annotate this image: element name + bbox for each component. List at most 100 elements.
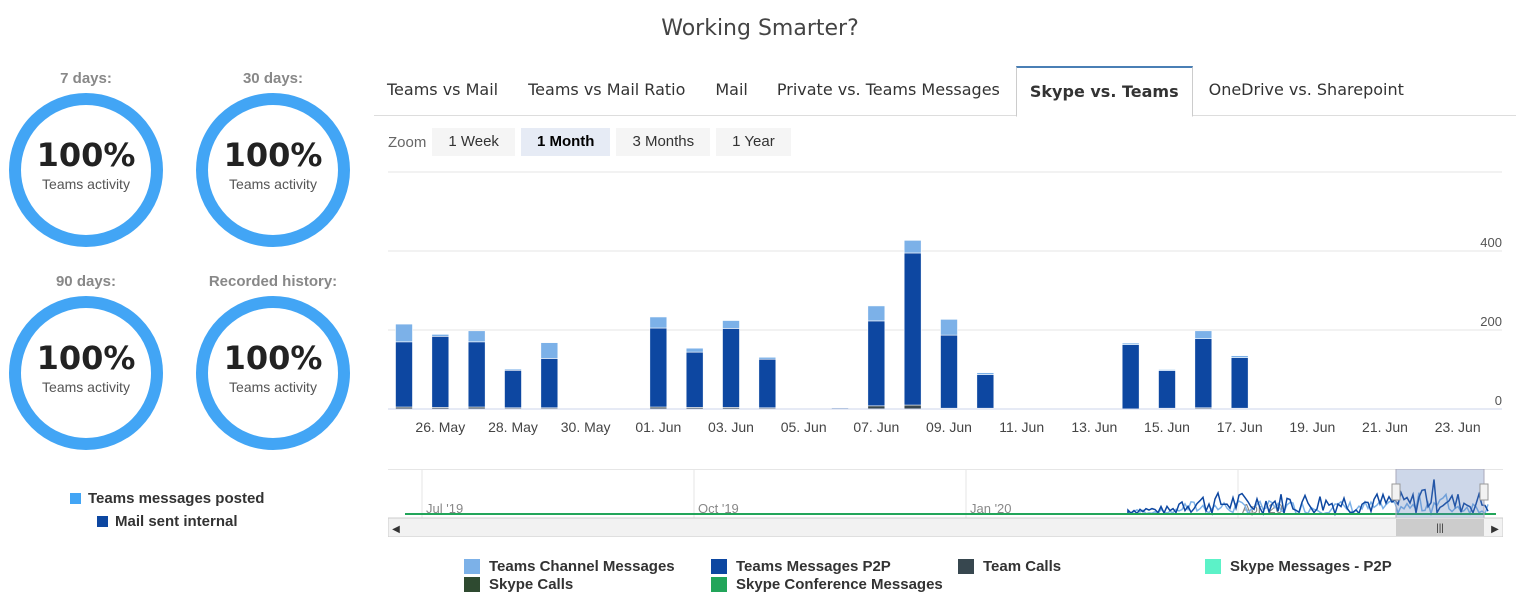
- donut-ring: 100% Teams activity: [195, 92, 351, 248]
- donut-ring: 100% Teams activity: [8, 295, 164, 451]
- bar-segment: [467, 330, 486, 343]
- donut-label: 90 days:: [55, 273, 117, 290]
- legend-label: Skype Messages - P2P: [1230, 557, 1392, 575]
- y-axis: 0 200 400: [1480, 235, 1502, 408]
- page-title: Working Smarter?: [661, 16, 859, 41]
- bar-segment: [395, 341, 413, 408]
- zoom-1-week-button[interactable]: 1 Week: [432, 128, 515, 156]
- scrollbar-thumb: [1396, 519, 1484, 536]
- navigator-tick-label: Jan '20: [970, 501, 1012, 516]
- bar-segment: [940, 319, 958, 336]
- legend-item[interactable]: Teams Channel Messages: [464, 557, 675, 575]
- bar-segment: [1121, 344, 1140, 410]
- x-tick-label: 01. Jun: [635, 419, 681, 435]
- donut-ring: 100% Teams activity: [8, 92, 164, 248]
- donut-90-days: 90 days: 100% Teams activity: [1, 273, 171, 451]
- x-tick-label: 17. Jun: [1217, 419, 1263, 435]
- range-navigator[interactable]: Jul '19 Oct '19 Jan '20 Apr '20 ◀ ▶ |||: [388, 469, 1503, 537]
- legend-swatch: [70, 493, 81, 504]
- bar-segment: [540, 342, 559, 359]
- legend-swatch: [711, 576, 727, 592]
- legend-item[interactable]: Teams Messages P2P: [711, 557, 891, 575]
- scrollbar-right-arrow: ▶: [1491, 524, 1499, 535]
- x-tick-label: 07. Jun: [853, 419, 899, 435]
- bar-segment: [1158, 369, 1176, 371]
- x-tick-label: 13. Jun: [1071, 419, 1117, 435]
- legend-swatch: [464, 576, 480, 592]
- navigator-handle-right: [1479, 483, 1489, 501]
- bar-segment: [940, 334, 958, 409]
- bar-segment: [467, 341, 486, 408]
- navigator-scrollbar: [388, 517, 1503, 537]
- donut-legend-item[interactable]: Teams messages posted: [0, 487, 340, 510]
- donut-sublabel: Teams activity: [229, 176, 317, 192]
- bar-segment: [1194, 330, 1213, 339]
- legend-label: Teams Channel Messages: [489, 557, 675, 575]
- zoom-1-month-button[interactable]: 1 Month: [520, 128, 611, 156]
- bar-segment: [903, 252, 922, 406]
- bar-segment: [649, 327, 668, 408]
- bar-segment: [649, 316, 668, 329]
- donut-7-days: 7 days: 100% Teams activity: [1, 70, 171, 248]
- legend-item[interactable]: Skype Conference Messages: [711, 575, 943, 593]
- donut-percentage: 100%: [36, 339, 136, 377]
- bar-segment: [685, 351, 704, 408]
- donut-label: 30 days:: [242, 70, 304, 87]
- donut-ring: 100% Teams activity: [195, 295, 351, 451]
- tab-mail[interactable]: Mail: [715, 80, 748, 99]
- bar-segment: [1230, 355, 1249, 358]
- bar-segment: [867, 320, 886, 407]
- bar-segment: [976, 372, 995, 375]
- bar-segment: [431, 334, 450, 337]
- zoom-1-year-button[interactable]: 1 Year: [716, 128, 791, 156]
- x-tick-label: 30. May: [561, 419, 611, 435]
- chart-legend: Teams Channel Messages Teams Messages P2…: [0, 556, 1520, 613]
- donut-legend-item[interactable]: Mail sent internal: [0, 510, 340, 533]
- bar-segment: [867, 305, 886, 322]
- donut-legend: Teams messages posted Mail sent internal: [0, 487, 340, 533]
- donut-label: 7 days:: [60, 70, 112, 87]
- zoom-3-months-button[interactable]: 3 Months: [616, 128, 711, 156]
- donut-sublabel: Teams activity: [42, 379, 130, 395]
- bar-segment: [431, 336, 450, 408]
- tab-onedrive-vs-sharepoint[interactable]: OneDrive vs. Sharepoint: [1208, 80, 1404, 99]
- legend-swatch: [1205, 558, 1221, 574]
- bar-segment: [685, 347, 704, 353]
- x-tick-label: 09. Jun: [926, 419, 972, 435]
- bar-segment: [1230, 357, 1249, 409]
- bar-segment: [976, 374, 995, 409]
- tab-teams-vs-mail-ratio[interactable]: Teams vs Mail Ratio: [528, 80, 686, 99]
- donut-sublabel: Teams activity: [42, 176, 130, 192]
- y-tick-label: 400: [1480, 235, 1502, 250]
- navigator-tick-label: Oct '19: [698, 501, 739, 516]
- bar-segment: [1194, 338, 1213, 409]
- tab-private-vs-teams-messages[interactable]: Private vs. Teams Messages: [776, 80, 1000, 99]
- legend-item[interactable]: Team Calls: [958, 557, 1061, 575]
- navigator-series-dark: [405, 479, 1489, 517]
- scrollbar-grip: |||: [1436, 523, 1444, 534]
- legend-item[interactable]: Skype Messages - P2P: [1205, 557, 1392, 575]
- navigator-handle-left: [1391, 483, 1401, 501]
- legend-label: Mail sent internal: [115, 513, 238, 530]
- legend-label: Teams messages posted: [88, 490, 265, 507]
- donut-sublabel: Teams activity: [229, 379, 317, 395]
- x-tick-label: 26. May: [415, 419, 465, 435]
- bar-segment: [540, 358, 559, 409]
- donut-label: Recorded history:: [208, 273, 338, 290]
- donut-percentage: 100%: [223, 136, 323, 174]
- x-tick-label: 23. Jun: [1435, 419, 1481, 435]
- bars: [395, 240, 1285, 410]
- donut-percentage: 100%: [223, 339, 323, 377]
- legend-swatch: [464, 558, 480, 574]
- legend-item[interactable]: Skype Calls: [464, 575, 573, 593]
- zoom-controls: Zoom 1 Week 1 Month 3 Months 1 Year: [388, 128, 797, 156]
- x-tick-label: 21. Jun: [1362, 419, 1408, 435]
- tab-teams-vs-mail[interactable]: Teams vs Mail: [387, 80, 499, 99]
- navigator-selection: [1395, 469, 1485, 519]
- bar-segment: [722, 320, 740, 329]
- bar-segment: [1158, 370, 1176, 409]
- bar-segment: [758, 356, 777, 360]
- x-tick-label: 05. Jun: [781, 419, 827, 435]
- tab-skype-vs-teams[interactable]: Skype vs. Teams: [1015, 66, 1193, 117]
